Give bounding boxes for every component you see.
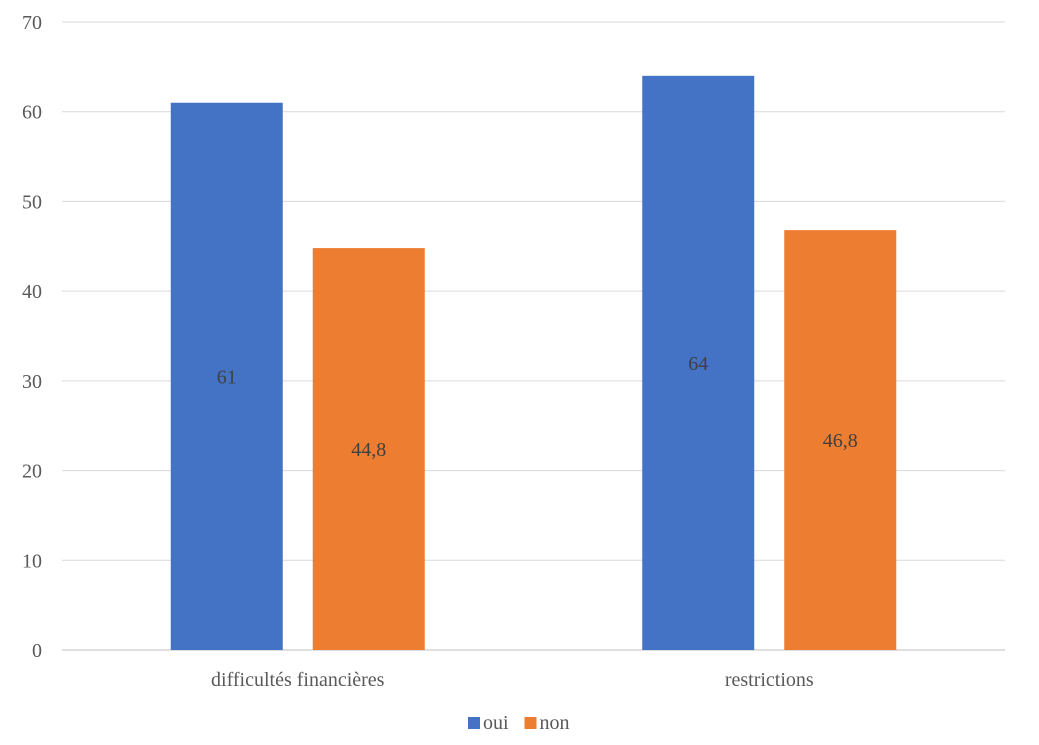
x-category-label: restrictions <box>725 669 814 691</box>
bar-non <box>312 248 425 650</box>
data-label: 64 <box>688 353 708 375</box>
data-labels: 61 44,8 64 46,8 <box>217 353 858 461</box>
data-label: 46,8 <box>823 430 858 452</box>
legend: oui non <box>468 712 570 734</box>
data-label: 61 <box>217 366 237 388</box>
y-tick-label: 50 <box>22 191 42 213</box>
bar-oui <box>170 102 283 650</box>
y-axis-ticks: 0 10 20 30 40 50 60 70 <box>22 12 42 662</box>
bar-oui <box>642 75 755 651</box>
y-tick-label: 70 <box>22 12 42 34</box>
legend-swatch-oui <box>468 717 480 729</box>
data-label: 44,8 <box>351 439 386 461</box>
legend-label-non: non <box>540 712 570 734</box>
y-tick-label: 10 <box>22 550 42 572</box>
y-tick-label: 20 <box>22 461 42 483</box>
y-tick-label: 0 <box>32 640 42 662</box>
x-axis-categories: difficultés financières restrictions <box>211 669 814 691</box>
bars <box>170 75 897 651</box>
bar-non <box>784 230 897 650</box>
legend-label-oui: oui <box>483 712 509 734</box>
y-tick-label: 60 <box>22 102 42 124</box>
y-tick-label: 40 <box>22 281 42 303</box>
y-tick-label: 30 <box>22 371 42 393</box>
x-category-label: difficultés financières <box>211 669 385 691</box>
legend-swatch-non <box>524 717 537 729</box>
